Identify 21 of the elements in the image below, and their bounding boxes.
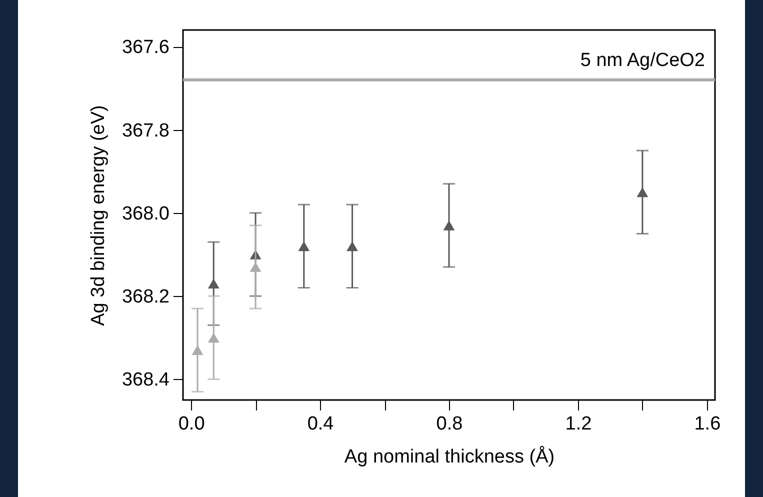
y-tick-label: 367.6 <box>122 37 170 58</box>
point <box>443 220 455 230</box>
x-tick-label: 0.4 <box>307 414 334 434</box>
point <box>208 278 220 289</box>
point <box>298 241 310 252</box>
y-tick-label: 368.4 <box>122 370 170 391</box>
ref-line-label: 5 nm Ag/CeO2 <box>580 50 705 71</box>
x-tick-label: 0.8 <box>436 414 463 434</box>
y-tick-label: 367.8 <box>122 120 170 142</box>
y-tick-label: 368.2 <box>122 286 170 308</box>
point <box>192 345 204 356</box>
point <box>250 262 262 272</box>
y-axis-title: Ag 3d binding energy (eV) <box>88 105 109 326</box>
point <box>346 241 358 252</box>
point <box>636 187 648 198</box>
x-axis-title: Ag nominal thickness (Å) <box>344 446 555 468</box>
x-tick-label: 1.2 <box>565 414 592 434</box>
point <box>208 332 220 343</box>
y-tick-label: 368.0 <box>122 203 170 224</box>
x-tick-label: 1.6 <box>694 414 721 434</box>
x-tick-label: 0.0 <box>178 414 205 434</box>
